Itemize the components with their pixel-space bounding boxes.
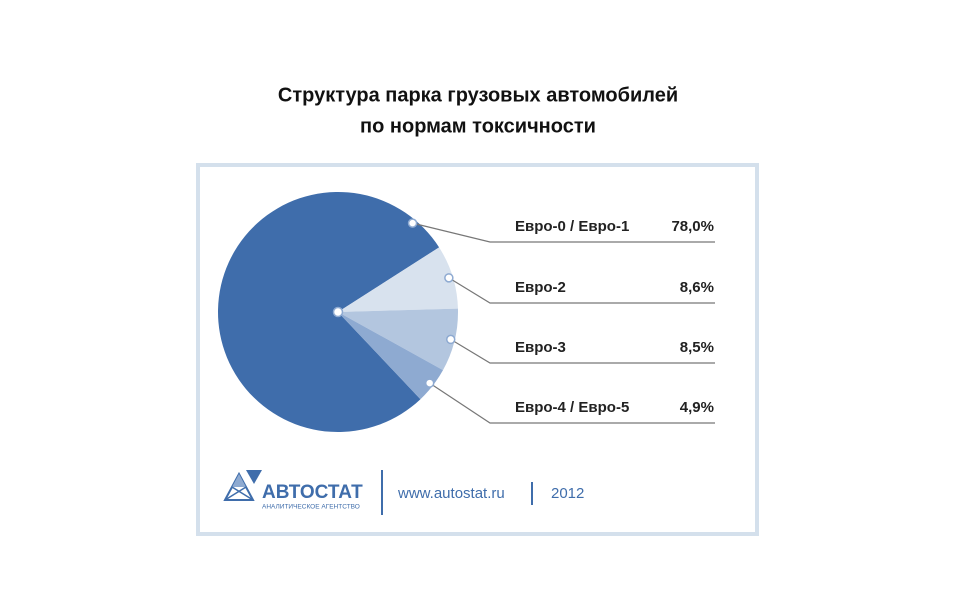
leader-dot bbox=[407, 218, 418, 228]
logo bbox=[223, 470, 262, 501]
value-label: 4,9% bbox=[680, 399, 714, 416]
leader-dot bbox=[424, 378, 435, 388]
pie-slice bbox=[338, 312, 443, 400]
url: www.autostat.ru bbox=[397, 485, 505, 502]
center-dot bbox=[332, 306, 344, 318]
leader-line bbox=[412, 222, 715, 243]
legend-label: Евро-4 / Евро-5 bbox=[515, 399, 629, 416]
pie-slice bbox=[218, 191, 440, 432]
brand: АВТОСТАТ bbox=[262, 482, 363, 503]
legend-label: Евро-0 / Евро-1 bbox=[515, 218, 629, 235]
value-label: 78,0% bbox=[671, 218, 714, 235]
chart-title: по нормам токсичности bbox=[360, 115, 596, 137]
year: 2012 bbox=[551, 485, 584, 502]
value-label: 8,6% bbox=[680, 279, 714, 296]
leader-line bbox=[429, 382, 715, 424]
brand-tagline: АНАЛИТИЧЕСКОЕ АГЕНТСТВО bbox=[262, 504, 360, 511]
pie-slice bbox=[338, 308, 458, 371]
legend-label: Евро-2 bbox=[515, 279, 566, 296]
chart-title: Структура парка грузовых автомобилей bbox=[278, 84, 678, 106]
leader-line bbox=[448, 277, 715, 304]
leader-dot bbox=[444, 273, 454, 283]
leader-line bbox=[450, 338, 715, 364]
value-label: 8,5% bbox=[680, 339, 714, 356]
pie-slice bbox=[338, 247, 458, 312]
legend-label: Евро-3 bbox=[515, 339, 566, 356]
leader-dot bbox=[445, 334, 456, 345]
